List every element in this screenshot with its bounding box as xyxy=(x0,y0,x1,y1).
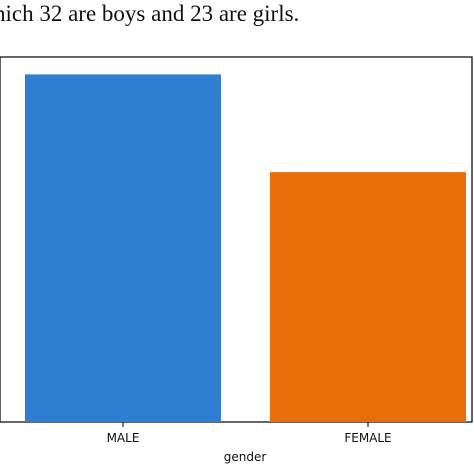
bars-group xyxy=(25,74,466,422)
plot-frame xyxy=(0,56,473,423)
x-ticks-group: MALE FEMALE xyxy=(107,422,392,445)
x-tick-label-male: MALE xyxy=(107,431,140,445)
bar-female xyxy=(270,172,466,422)
caption-text: hich 32 are boys and 23 are girls. xyxy=(0,1,300,26)
x-tick-label-female: FEMALE xyxy=(344,431,391,445)
bar-male xyxy=(25,74,221,422)
x-axis-label: gender xyxy=(224,450,267,464)
